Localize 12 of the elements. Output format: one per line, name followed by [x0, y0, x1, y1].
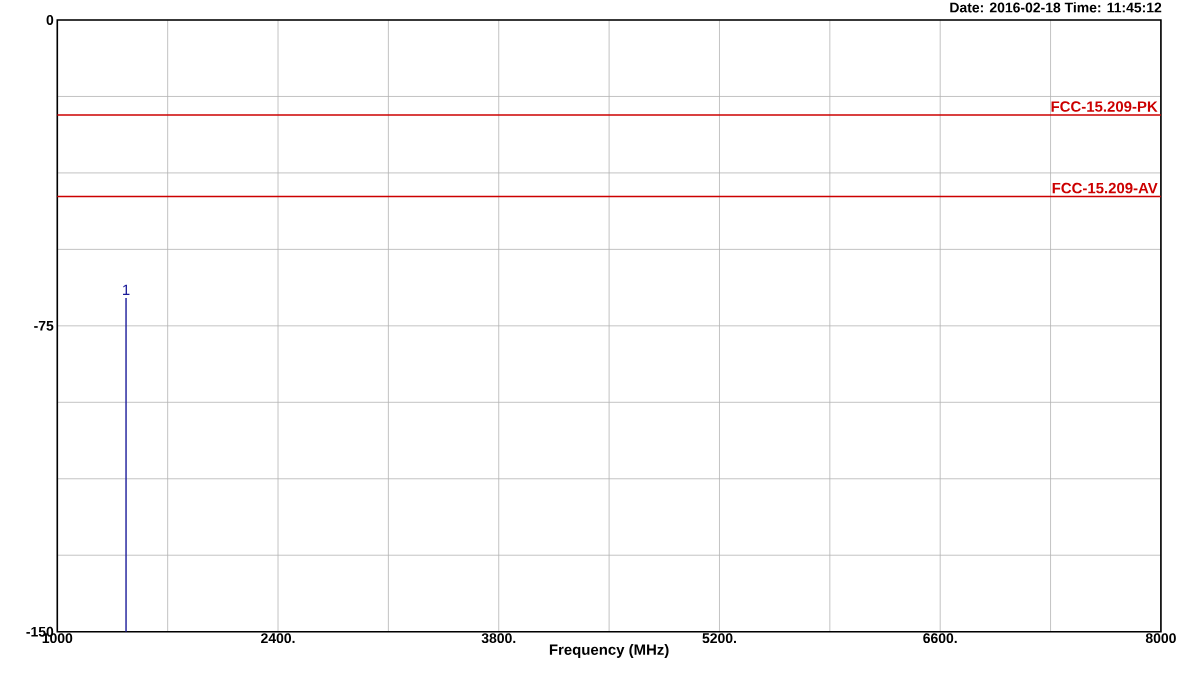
- ref-line-label: FCC-15.209-PK: [1051, 101, 1158, 112]
- y-tick-label: -75: [34, 320, 54, 331]
- x-axis-title: Frequency (MHz): [549, 643, 669, 658]
- x-tick-label: 2400.: [261, 633, 295, 644]
- text: Date: 2016-02-18 Time: 11:45:12: [950, 2, 1162, 13]
- annotation: 1: [123, 284, 130, 295]
- x-tick-label: 8000: [1145, 633, 1176, 644]
- x-tick-label: 3800.: [481, 633, 516, 644]
- ref-line-label: FCC-15.209-AV: [1052, 182, 1158, 194]
- x-tick-label: 5200.: [702, 633, 736, 644]
- y-tick-label: 0: [46, 15, 54, 25]
- x-tick-label: 6600.: [923, 633, 957, 644]
